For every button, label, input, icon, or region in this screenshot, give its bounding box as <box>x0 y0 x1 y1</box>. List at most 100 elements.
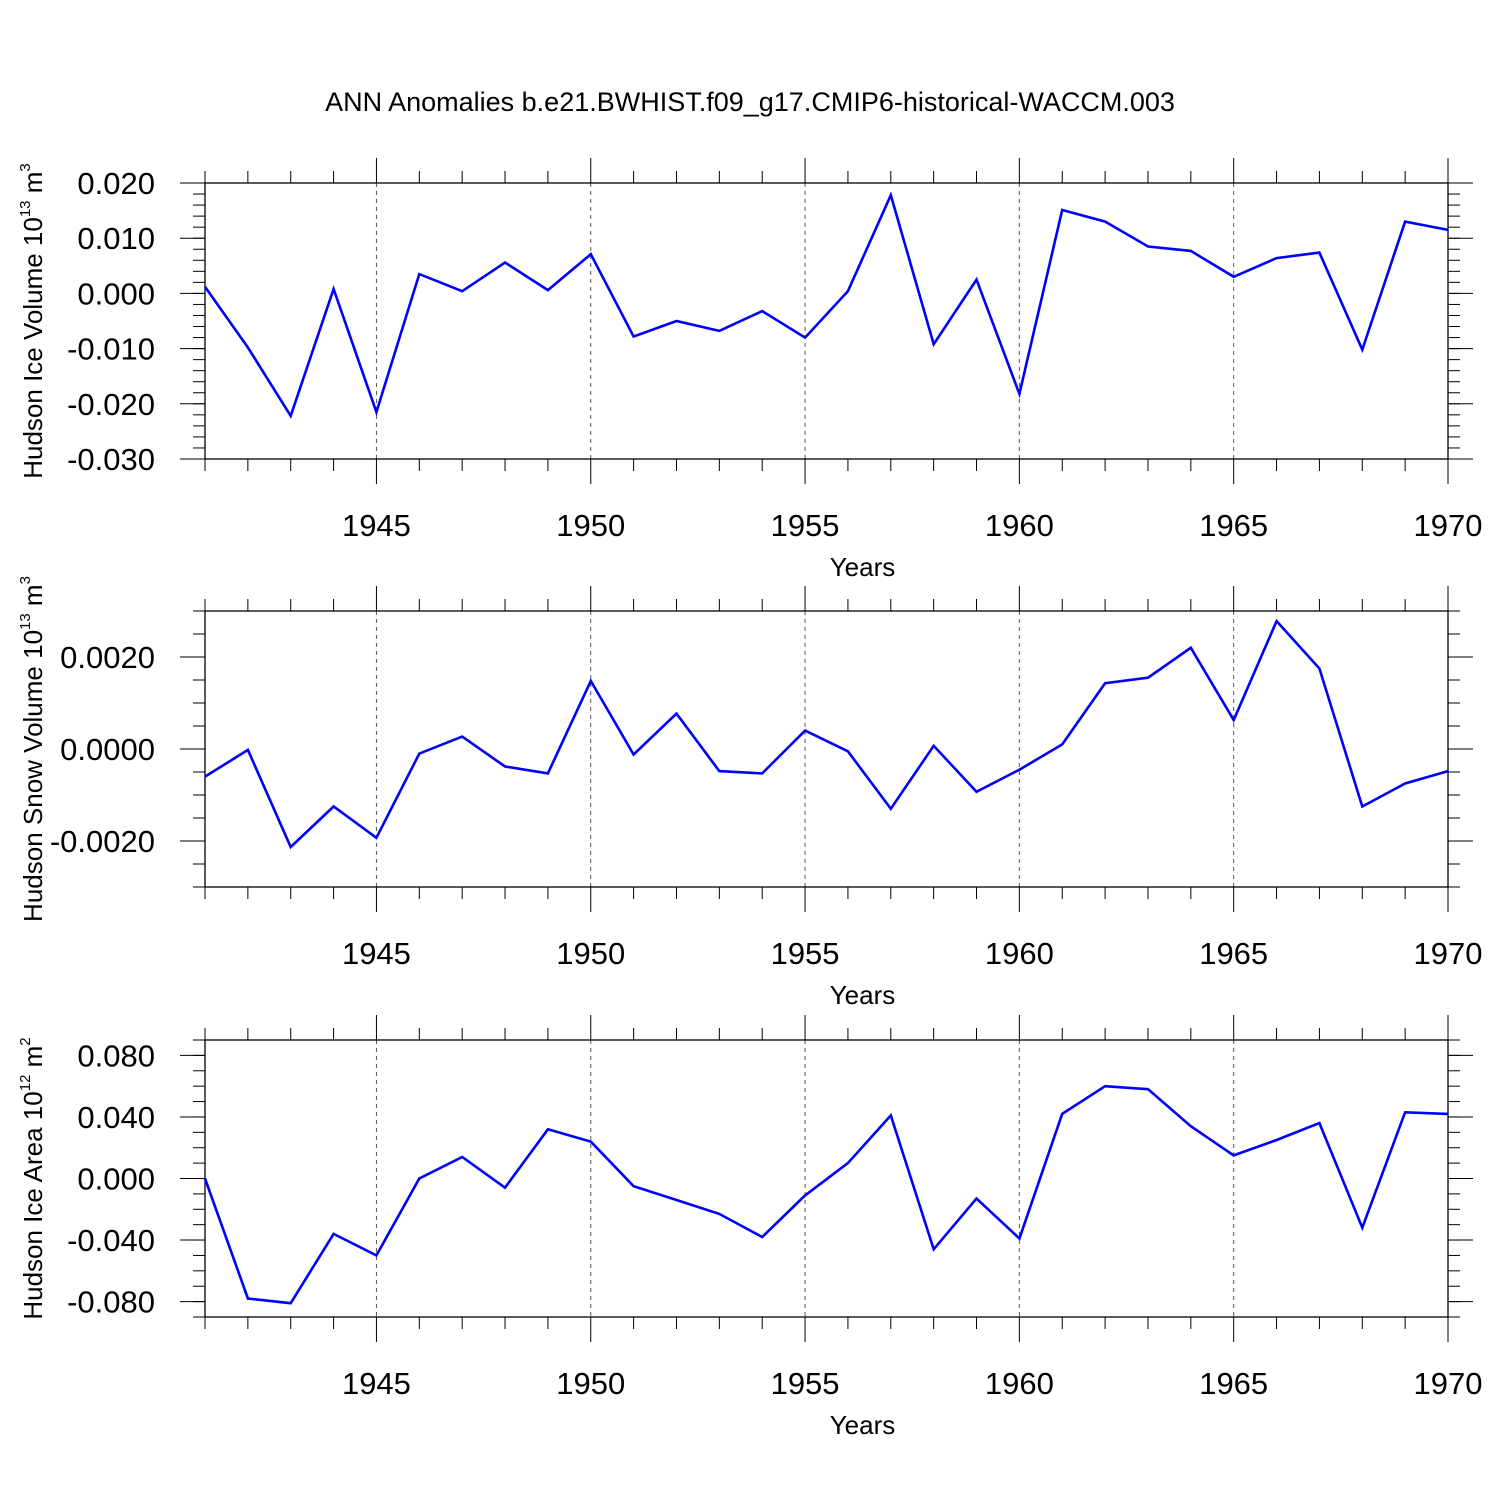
y-axis-label: Hudson Ice Area 1012 m2 <box>17 1037 48 1319</box>
data-point <box>933 745 934 746</box>
data-point <box>1448 229 1449 230</box>
panel-2: 1945 1950 1955 1960 1965 1970 Years 0.0020 0.000… <box>17 576 1482 1010</box>
x-tick-label: 1955 <box>771 936 840 971</box>
data-point <box>1448 771 1449 772</box>
x-tick-label: 1955 <box>771 508 840 543</box>
x-tick-label: 1945 <box>342 1366 411 1401</box>
y-tick-label: 0.080 <box>77 1038 155 1073</box>
data-point <box>1190 647 1191 648</box>
data-point <box>847 1163 848 1164</box>
data-point <box>1147 677 1148 678</box>
series-line <box>204 618 1449 850</box>
data-point <box>419 274 420 275</box>
data-point <box>590 680 591 681</box>
data-point <box>205 286 206 287</box>
data-point <box>1448 1113 1449 1114</box>
data-point <box>1019 1238 1020 1239</box>
data-point <box>1405 783 1406 784</box>
x-tick-label: 1950 <box>556 508 625 543</box>
y-tick-label: 0.0000 <box>60 732 155 767</box>
data-point <box>1019 393 1020 394</box>
data-point <box>676 713 677 714</box>
x-tick-label: 1960 <box>985 936 1054 971</box>
x-tick-label: 1965 <box>1199 508 1268 543</box>
plot-frame <box>204 182 1449 460</box>
data-point <box>505 766 506 767</box>
data-point <box>1062 1113 1063 1114</box>
data-point <box>719 1213 720 1214</box>
series-line <box>203 1084 1449 1305</box>
data-point <box>890 808 891 809</box>
y-tick-label: 0.040 <box>77 1100 155 1135</box>
data-point <box>1019 769 1020 770</box>
data-point <box>933 1249 934 1250</box>
data-point <box>890 1115 891 1116</box>
data-point <box>1147 1089 1148 1090</box>
y-axis-label-unit-exponent: 3 <box>17 163 34 171</box>
data-point <box>762 773 763 774</box>
y-tick-label: 0.020 <box>77 166 155 201</box>
data-point <box>290 415 291 416</box>
data-point <box>847 291 848 292</box>
x-tick-label: 1945 <box>342 936 411 971</box>
data-point <box>762 311 763 312</box>
data-point <box>1276 1140 1277 1141</box>
y-axis-label-exponent: 13 <box>17 200 34 217</box>
data-point <box>1233 276 1234 277</box>
data-point <box>1105 683 1106 684</box>
data-point <box>1062 210 1063 211</box>
data-point <box>1190 1126 1191 1127</box>
y-tick-label: -0.040 <box>67 1223 155 1258</box>
data-point <box>205 776 206 777</box>
y-axis-label-unit-exponent: 2 <box>17 1037 34 1045</box>
data-point <box>1105 221 1106 222</box>
figure-title: ANN Anomalies b.e21.BWHIST.f09_g17.CMIP6… <box>325 87 1175 117</box>
y-axis-label-unit: m <box>18 584 48 613</box>
x-axis-label: Years <box>830 980 896 1010</box>
data-point <box>976 279 977 280</box>
plot-frame <box>204 610 1449 888</box>
data-point <box>462 736 463 737</box>
y-axis-label-unit-exponent: 3 <box>17 576 34 584</box>
x-tick-label: 1950 <box>556 1366 625 1401</box>
x-tick-label: 1970 <box>1414 1366 1483 1401</box>
y-tick-label: 0.000 <box>77 1162 155 1197</box>
data-point <box>1362 1227 1363 1228</box>
x-tick-label: 1965 <box>1199 936 1268 971</box>
y-axis-label-exponent: 13 <box>17 613 34 630</box>
data-point <box>376 412 377 413</box>
data-point <box>847 751 848 752</box>
data-point <box>805 730 806 731</box>
data-point <box>805 1195 806 1196</box>
data-point <box>1147 246 1148 247</box>
y-axis-label-unit: m <box>18 172 48 201</box>
data-point <box>547 773 548 774</box>
data-point <box>976 791 977 792</box>
data-point <box>247 347 248 348</box>
y-tick-label: -0.0020 <box>50 824 155 859</box>
y-axis-label: Hudson Snow Volume 1013 m3 <box>17 576 48 922</box>
y-axis-label-text: Hudson Snow Volume 10 <box>18 630 48 922</box>
panel-3: 1945 1950 1955 1960 1965 1970 Years 0.080 0.040 0… <box>17 1015 1482 1440</box>
x-tick-label: 1945 <box>342 508 411 543</box>
series-line <box>203 191 1449 419</box>
x-tick-label: 1965 <box>1199 1366 1268 1401</box>
data-point <box>1105 1086 1106 1087</box>
y-tick-label: -0.030 <box>67 442 155 477</box>
data-point <box>719 330 720 331</box>
y-axis-label-exponent: 12 <box>17 1075 34 1092</box>
data-point <box>462 1156 463 1157</box>
data-point <box>547 1129 548 1130</box>
data-point <box>1319 1123 1320 1124</box>
y-tick-label: 0.0020 <box>60 640 155 675</box>
data-point <box>1276 621 1277 622</box>
data-point <box>333 806 334 807</box>
y-tick-label: 0.000 <box>77 276 155 311</box>
data-point <box>933 344 934 345</box>
data-point <box>676 321 677 322</box>
y-tick-label: -0.010 <box>67 332 155 367</box>
data-point <box>505 1187 506 1188</box>
data-point <box>333 1233 334 1234</box>
data-point <box>333 288 334 289</box>
